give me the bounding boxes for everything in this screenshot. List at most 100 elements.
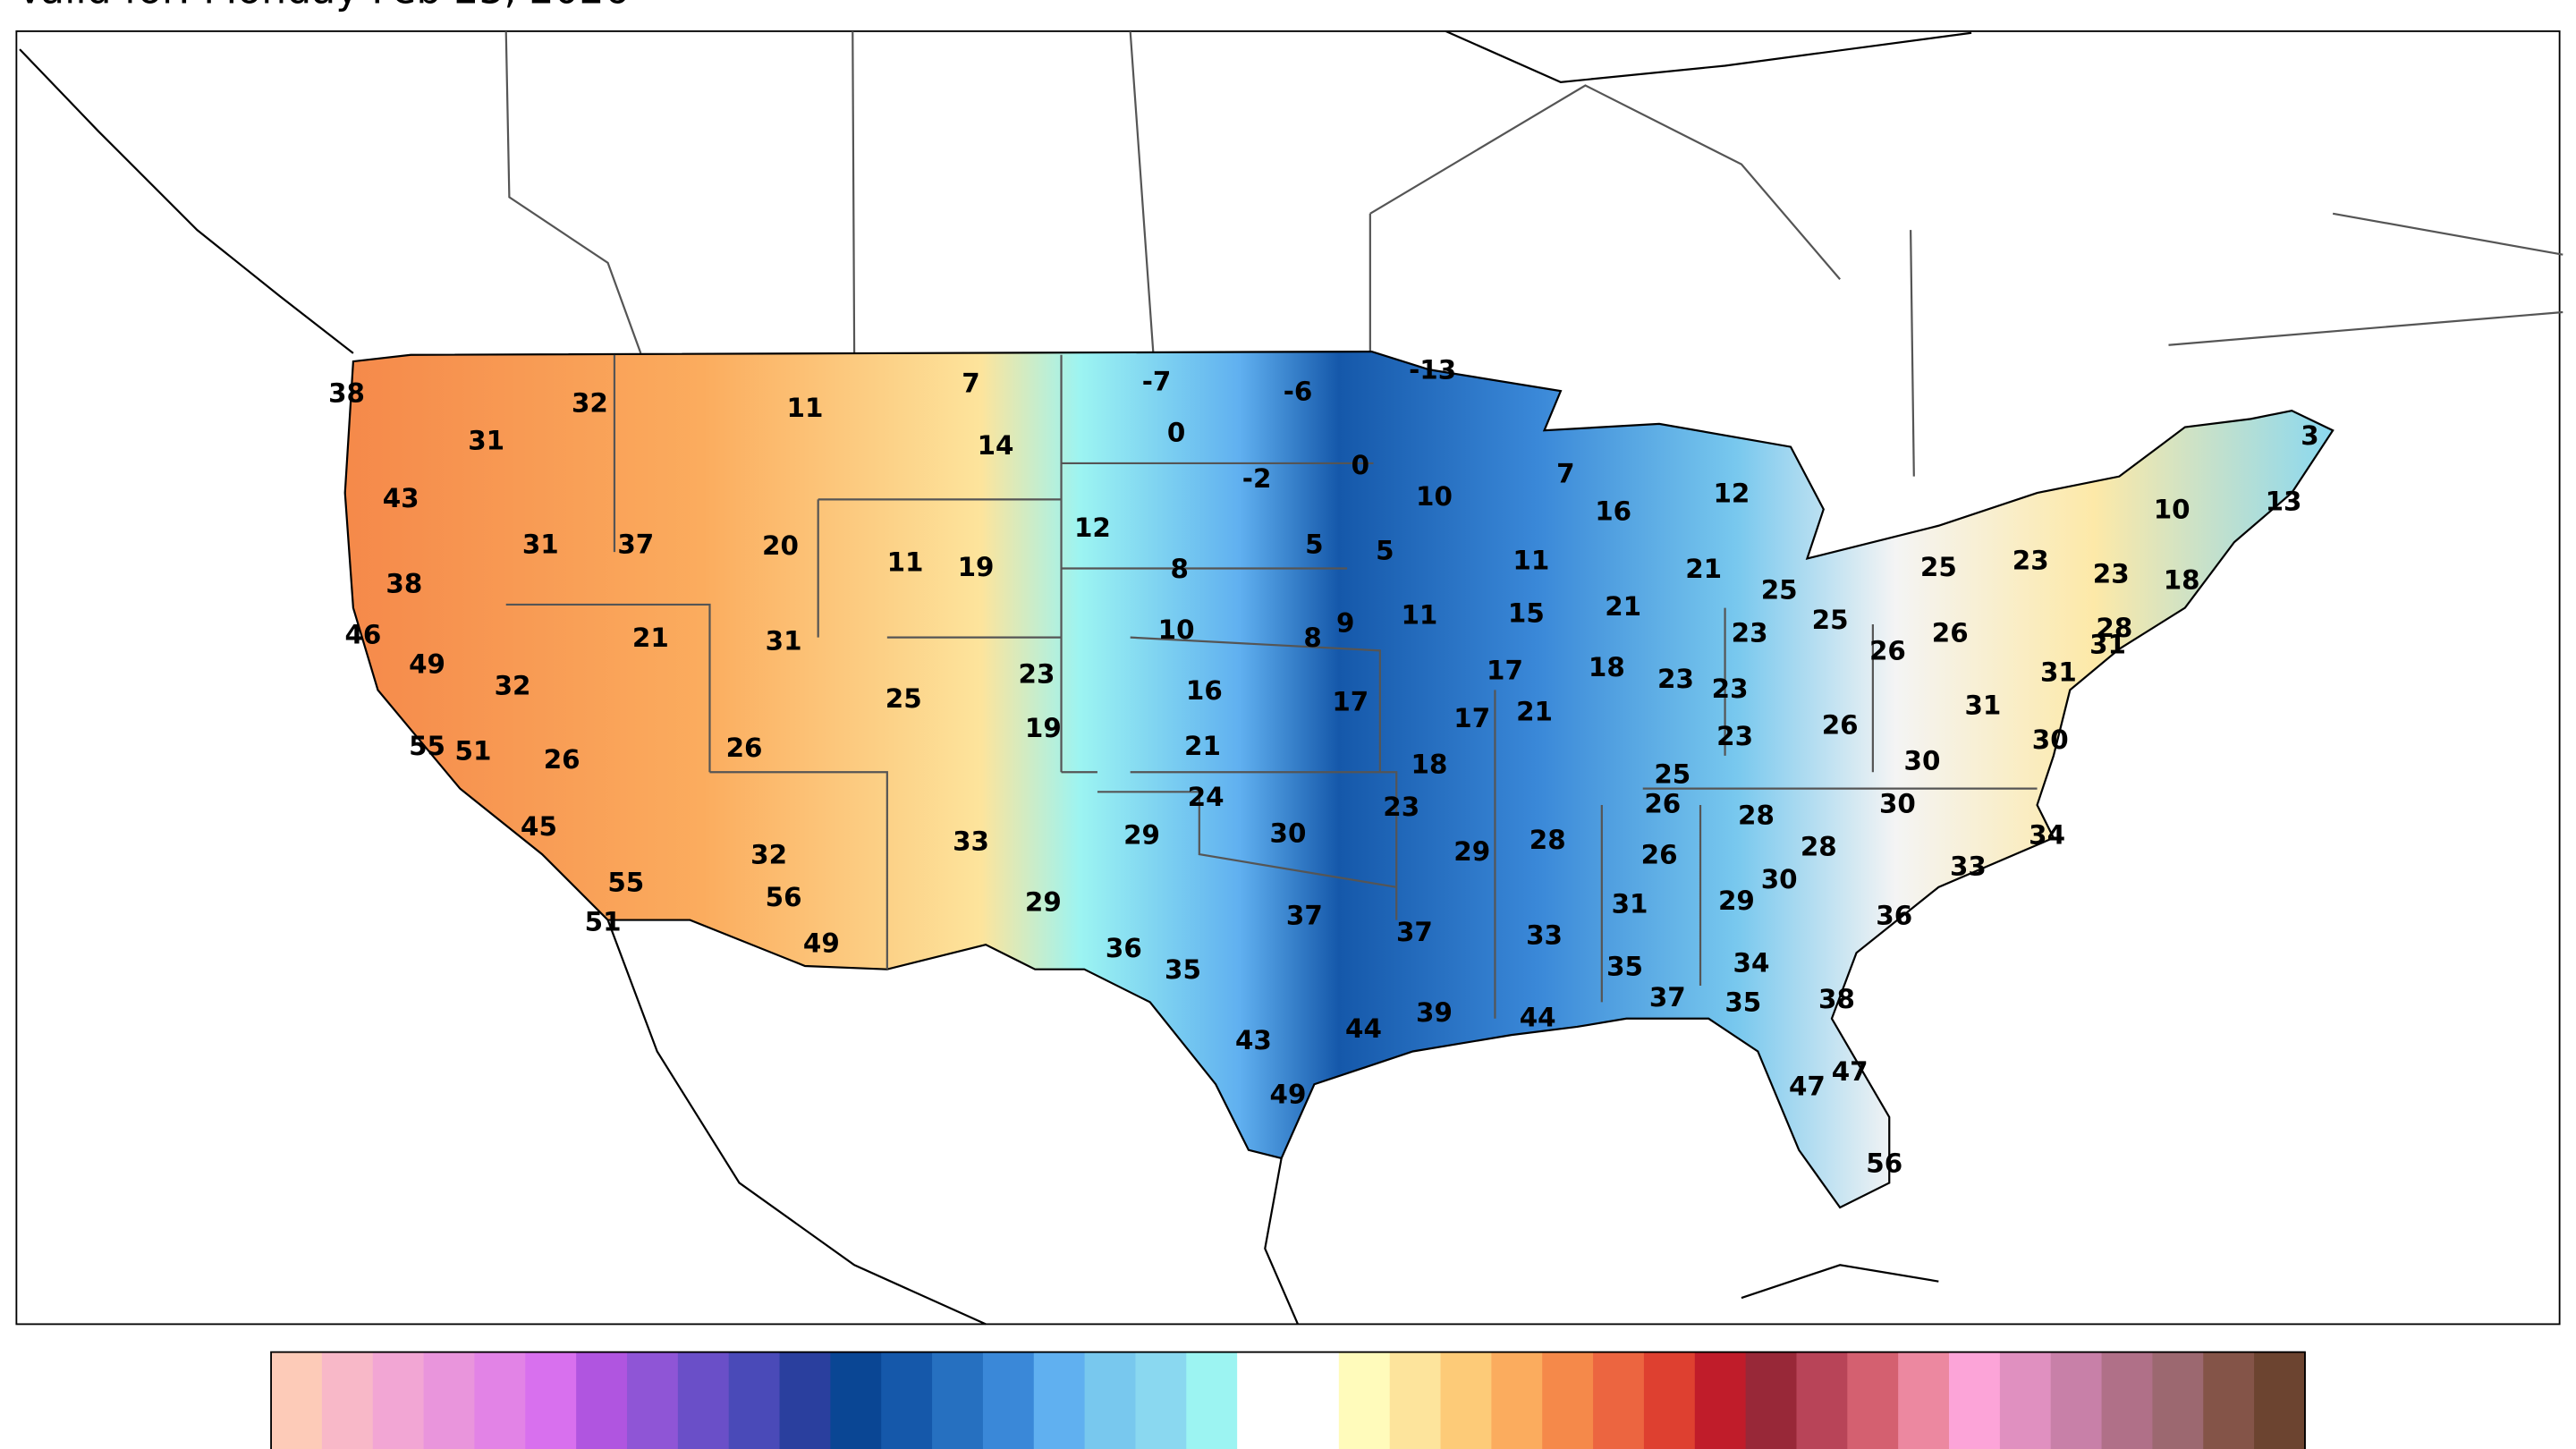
temperature-label: 19 (958, 552, 995, 582)
temperature-label: 36 (1106, 933, 1142, 963)
temperature-label: 34 (2029, 819, 2065, 850)
colorbar-swatch (1745, 1352, 1798, 1449)
temperature-label: 31 (1612, 889, 1648, 919)
temperature-label: 51 (455, 736, 492, 767)
temperature-label: 31 (468, 426, 504, 456)
temperature-label: 23 (1712, 674, 1749, 704)
temperature-label: 32 (750, 839, 787, 869)
temperature-label: 10 (1158, 614, 1195, 645)
colorbar-swatch (2101, 1352, 2154, 1449)
conus-field (343, 350, 2334, 1209)
temperature-label: 25 (1920, 552, 1957, 582)
temperature-label: 9 (1336, 607, 1354, 638)
colorbar-swatch (2050, 1352, 2103, 1449)
temperature-label: 33 (953, 826, 989, 857)
temperature-label: 5 (1376, 536, 1394, 566)
temperature-label: 31 (2040, 657, 2077, 688)
temperature-label: 36 (1876, 900, 1912, 930)
temperature-label: 30 (1879, 789, 1916, 819)
temperature-label: 18 (1589, 652, 1625, 682)
temperature-label: 51 (585, 907, 622, 937)
temperature-label: 33 (1526, 919, 1563, 950)
map-title: Valid for: Monday Feb 23, 2026 (16, 0, 629, 13)
temperature-label: 17 (1332, 687, 1368, 717)
temperature-label: 39 (1416, 997, 1453, 1028)
colorbar-swatch (2254, 1352, 2306, 1449)
temperature-label: 29 (1718, 886, 1755, 916)
colorbar-swatch (2203, 1352, 2256, 1449)
temperature-label: -7 (1142, 366, 1172, 396)
temperature-label: 13 (2266, 487, 2302, 517)
colorbar-swatch (1593, 1352, 1645, 1449)
temperature-label: 30 (1761, 864, 1798, 894)
temperature-label: 26 (1822, 709, 1859, 740)
temperature-label: 8 (1171, 554, 1189, 584)
colorbar-swatch (1643, 1352, 1696, 1449)
colorbar-swatch (1237, 1352, 1289, 1449)
temperature-label: -6 (1284, 376, 1313, 406)
temperature-label: 28 (1738, 800, 1775, 830)
temperature-label: 18 (2164, 565, 2200, 596)
temperature-label: 11 (1401, 599, 1437, 630)
colorbar-swatch (1847, 1352, 1900, 1449)
colorbar-swatch (677, 1352, 730, 1449)
colorbar-swatch (474, 1352, 527, 1449)
temperature-label: 11 (887, 547, 924, 578)
temperature-label: 23 (1019, 658, 1055, 689)
temperature-label: 3 (2301, 420, 2318, 451)
temperature-label: 26 (1869, 636, 1906, 666)
background-borders (19, 30, 2563, 1326)
colorbar-swatch (1542, 1352, 1594, 1449)
temperature-label: 55 (409, 731, 445, 761)
temperature-label: 28 (1801, 831, 1837, 861)
colorbar-swatch (626, 1352, 679, 1449)
colorbar-swatch (423, 1352, 476, 1449)
temperature-label: 43 (383, 483, 419, 513)
colorbar-swatch (2152, 1352, 2205, 1449)
temperature-label: 19 (1025, 713, 1062, 743)
colorbar-swatch (1999, 1352, 2052, 1449)
colorbar-swatch (1389, 1352, 1442, 1449)
temperature-label: 26 (544, 744, 580, 775)
colorbar-swatch (1491, 1352, 1544, 1449)
temperature-label: 47 (1789, 1071, 1826, 1101)
colorbar-swatch (830, 1352, 883, 1449)
temperature-label: 25 (1654, 758, 1690, 789)
temperature-label: 30 (2032, 724, 2069, 755)
temperature-label: 21 (1605, 591, 1641, 622)
colorbar-swatch (1186, 1352, 1239, 1449)
temperature-label: 23 (1383, 792, 1419, 822)
temperature-label: 21 (632, 623, 669, 653)
temperature-label: 28 (2096, 613, 2132, 643)
colorbar-swatch (1288, 1352, 1340, 1449)
temperature-label: 32 (495, 670, 531, 700)
temperature-label: 35 (1165, 954, 1201, 985)
temperature-label: 45 (521, 811, 557, 842)
colorbar-swatch (525, 1352, 578, 1449)
colorbar-swatch (1084, 1352, 1137, 1449)
temperature-label: 49 (803, 928, 840, 959)
temperature-label: 10 (2154, 495, 2190, 525)
colorbar-swatch (1135, 1352, 1188, 1449)
temperature-label: 21 (1685, 554, 1722, 584)
temperature-label: 23 (2012, 546, 2049, 576)
temperature-label: 29 (1123, 819, 1160, 850)
temperature-label: 37 (617, 529, 654, 559)
temperature-label: 28 (1530, 825, 1566, 855)
temperature-label: -2 (1242, 463, 1272, 494)
colorbar-frame (270, 1351, 2306, 1449)
temperature-label: 7 (1556, 458, 1574, 488)
temperature-label: 18 (1411, 749, 1448, 779)
colorbar-swatch (372, 1352, 425, 1449)
temperature-label: 44 (1520, 1002, 1556, 1032)
state-borders (505, 354, 2038, 1019)
temperature-label: 0 (1167, 417, 1185, 447)
colorbar-swatch (932, 1352, 984, 1449)
colorbar-swatch (1440, 1352, 1493, 1449)
temperature-label: 31 (1964, 690, 2001, 720)
temperature-label: 20 (762, 530, 799, 561)
temperature-label: 21 (1184, 731, 1221, 761)
temperature-label: 29 (1453, 836, 1490, 867)
